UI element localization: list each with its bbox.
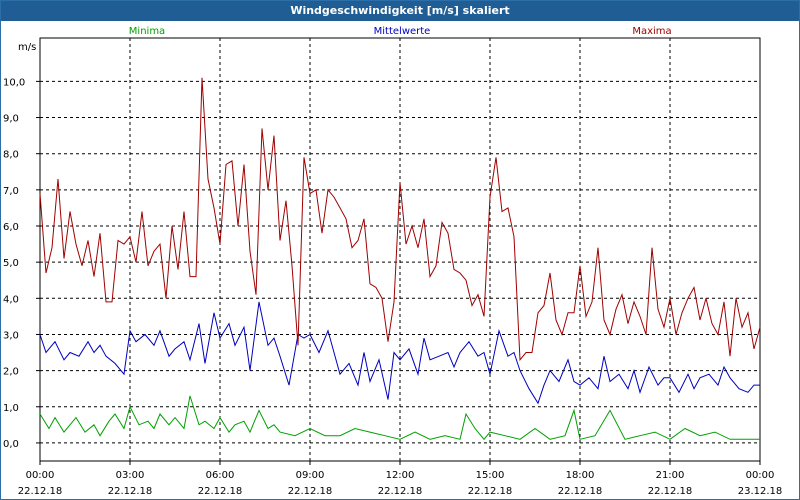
x-tick-time: 12:00: [386, 470, 415, 481]
legend-mittelwerte: Mittelwerte: [374, 26, 431, 37]
x-tick-date: 22.12.18: [648, 486, 693, 497]
y-tick-label: 5,0: [3, 258, 19, 269]
x-tick-date: 22.12.18: [378, 486, 423, 497]
legend-maxima: Maxima: [632, 26, 671, 37]
y-tick-label: 9,0: [3, 114, 19, 125]
legend: Minima Mittelwerte Maxima: [129, 26, 672, 37]
y-tick-label: 7,0: [3, 186, 19, 197]
x-tick-date: 22.12.18: [558, 486, 603, 497]
x-tick-date: 22.12.18: [468, 486, 513, 497]
series-line-maxima: [39, 77, 761, 362]
x-tick-time: 00:00: [746, 470, 775, 481]
y-axis-label: m/s: [18, 42, 36, 53]
x-tick-time: 09:00: [296, 470, 325, 481]
x-tick-time: 03:00: [116, 470, 145, 481]
x-tick-time: 21:00: [656, 470, 685, 481]
series-layer: [39, 77, 761, 441]
y-tick-label: 1,0: [3, 403, 19, 414]
y-tick-label: 0,0: [3, 439, 19, 450]
legend-minima: Minima: [129, 26, 165, 37]
y-tick-label: 3,0: [3, 330, 19, 341]
chart-title: Windgeschwindigkeit [m/s] skaliert: [1, 1, 799, 21]
y-axis: 0,0 1,0 2,0 3,0 4,0 5,0 6,0 7,0 8,0 9,0 10,0: [3, 77, 40, 450]
x-tick-date: 22.12.18: [288, 486, 333, 497]
x-tick-date: 23.12.18: [738, 486, 783, 497]
y-tick-label: 10,0: [3, 77, 25, 88]
x-tick-date: 22.12.18: [108, 486, 153, 497]
grid: [40, 38, 760, 461]
y-tick-label: 6,0: [3, 222, 19, 233]
series-line-mittelwerte: [39, 301, 760, 405]
y-tick-label: 8,0: [3, 150, 19, 161]
x-tick-time: 06:00: [206, 470, 235, 481]
x-tick-date: 22.12.18: [198, 486, 243, 497]
series-line-minima: [39, 395, 760, 441]
x-tick-time: 18:00: [566, 470, 595, 481]
x-axis: 00:00 22.12.18 03:00 22.12.18 06:00 22.12.18 0…: [18, 461, 783, 497]
x-tick-time: 15:00: [476, 470, 505, 481]
y-tick-label: 2,0: [3, 367, 19, 378]
x-tick-date: 22.12.18: [18, 486, 63, 497]
x-tick-time: 00:00: [26, 470, 55, 481]
y-tick-label: 4,0: [3, 294, 19, 305]
